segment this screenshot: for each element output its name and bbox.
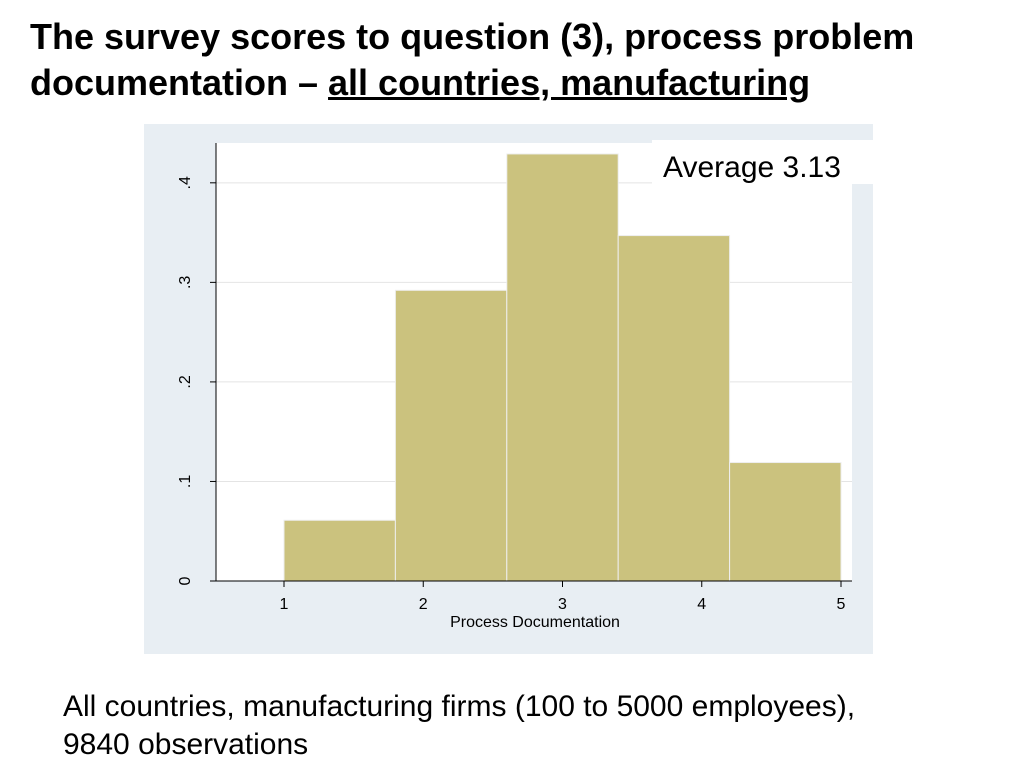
title-underlined-text: all countries, manufacturing (328, 62, 811, 103)
slide-caption: All countries, manufacturing firms (100 … (63, 688, 1003, 764)
bars (283, 153, 842, 582)
slide-title: The survey scores to question (3), proce… (30, 14, 1020, 106)
y-tick-label-3: .3 (177, 276, 194, 289)
annotation-box (652, 140, 873, 184)
x-tick-label-4: 5 (837, 596, 846, 613)
y-tick-label-2: .2 (177, 375, 194, 388)
y-tick-label-4: .4 (177, 176, 194, 189)
x-tick-label-3: 4 (697, 596, 706, 613)
average-annotation: Average 3.13 (663, 151, 841, 184)
caption-line-1: All countries, manufacturing firms (100 … (63, 690, 856, 723)
histogram-bar-1 (283, 519, 396, 582)
x-axis-label: Process Documentation (450, 614, 620, 631)
y-tick-label-1: .1 (177, 475, 194, 488)
histogram-bar-5 (729, 462, 842, 582)
y-tick-label-0: 0 (177, 576, 194, 585)
x-tick-label-1: 2 (419, 596, 428, 613)
histogram-bar-4 (617, 235, 731, 582)
histogram-bar-3 (506, 153, 619, 582)
histogram-bar-2 (394, 289, 508, 582)
caption-line-2: 9840 observations (63, 728, 309, 761)
title-text: The survey scores to question (3), proce… (30, 16, 915, 103)
axes: 0 .1 .2 .3 .4 1 2 3 4 5 (177, 143, 852, 613)
x-tick-label-2: 3 (558, 596, 567, 613)
x-tick-label-0: 1 (280, 596, 289, 613)
